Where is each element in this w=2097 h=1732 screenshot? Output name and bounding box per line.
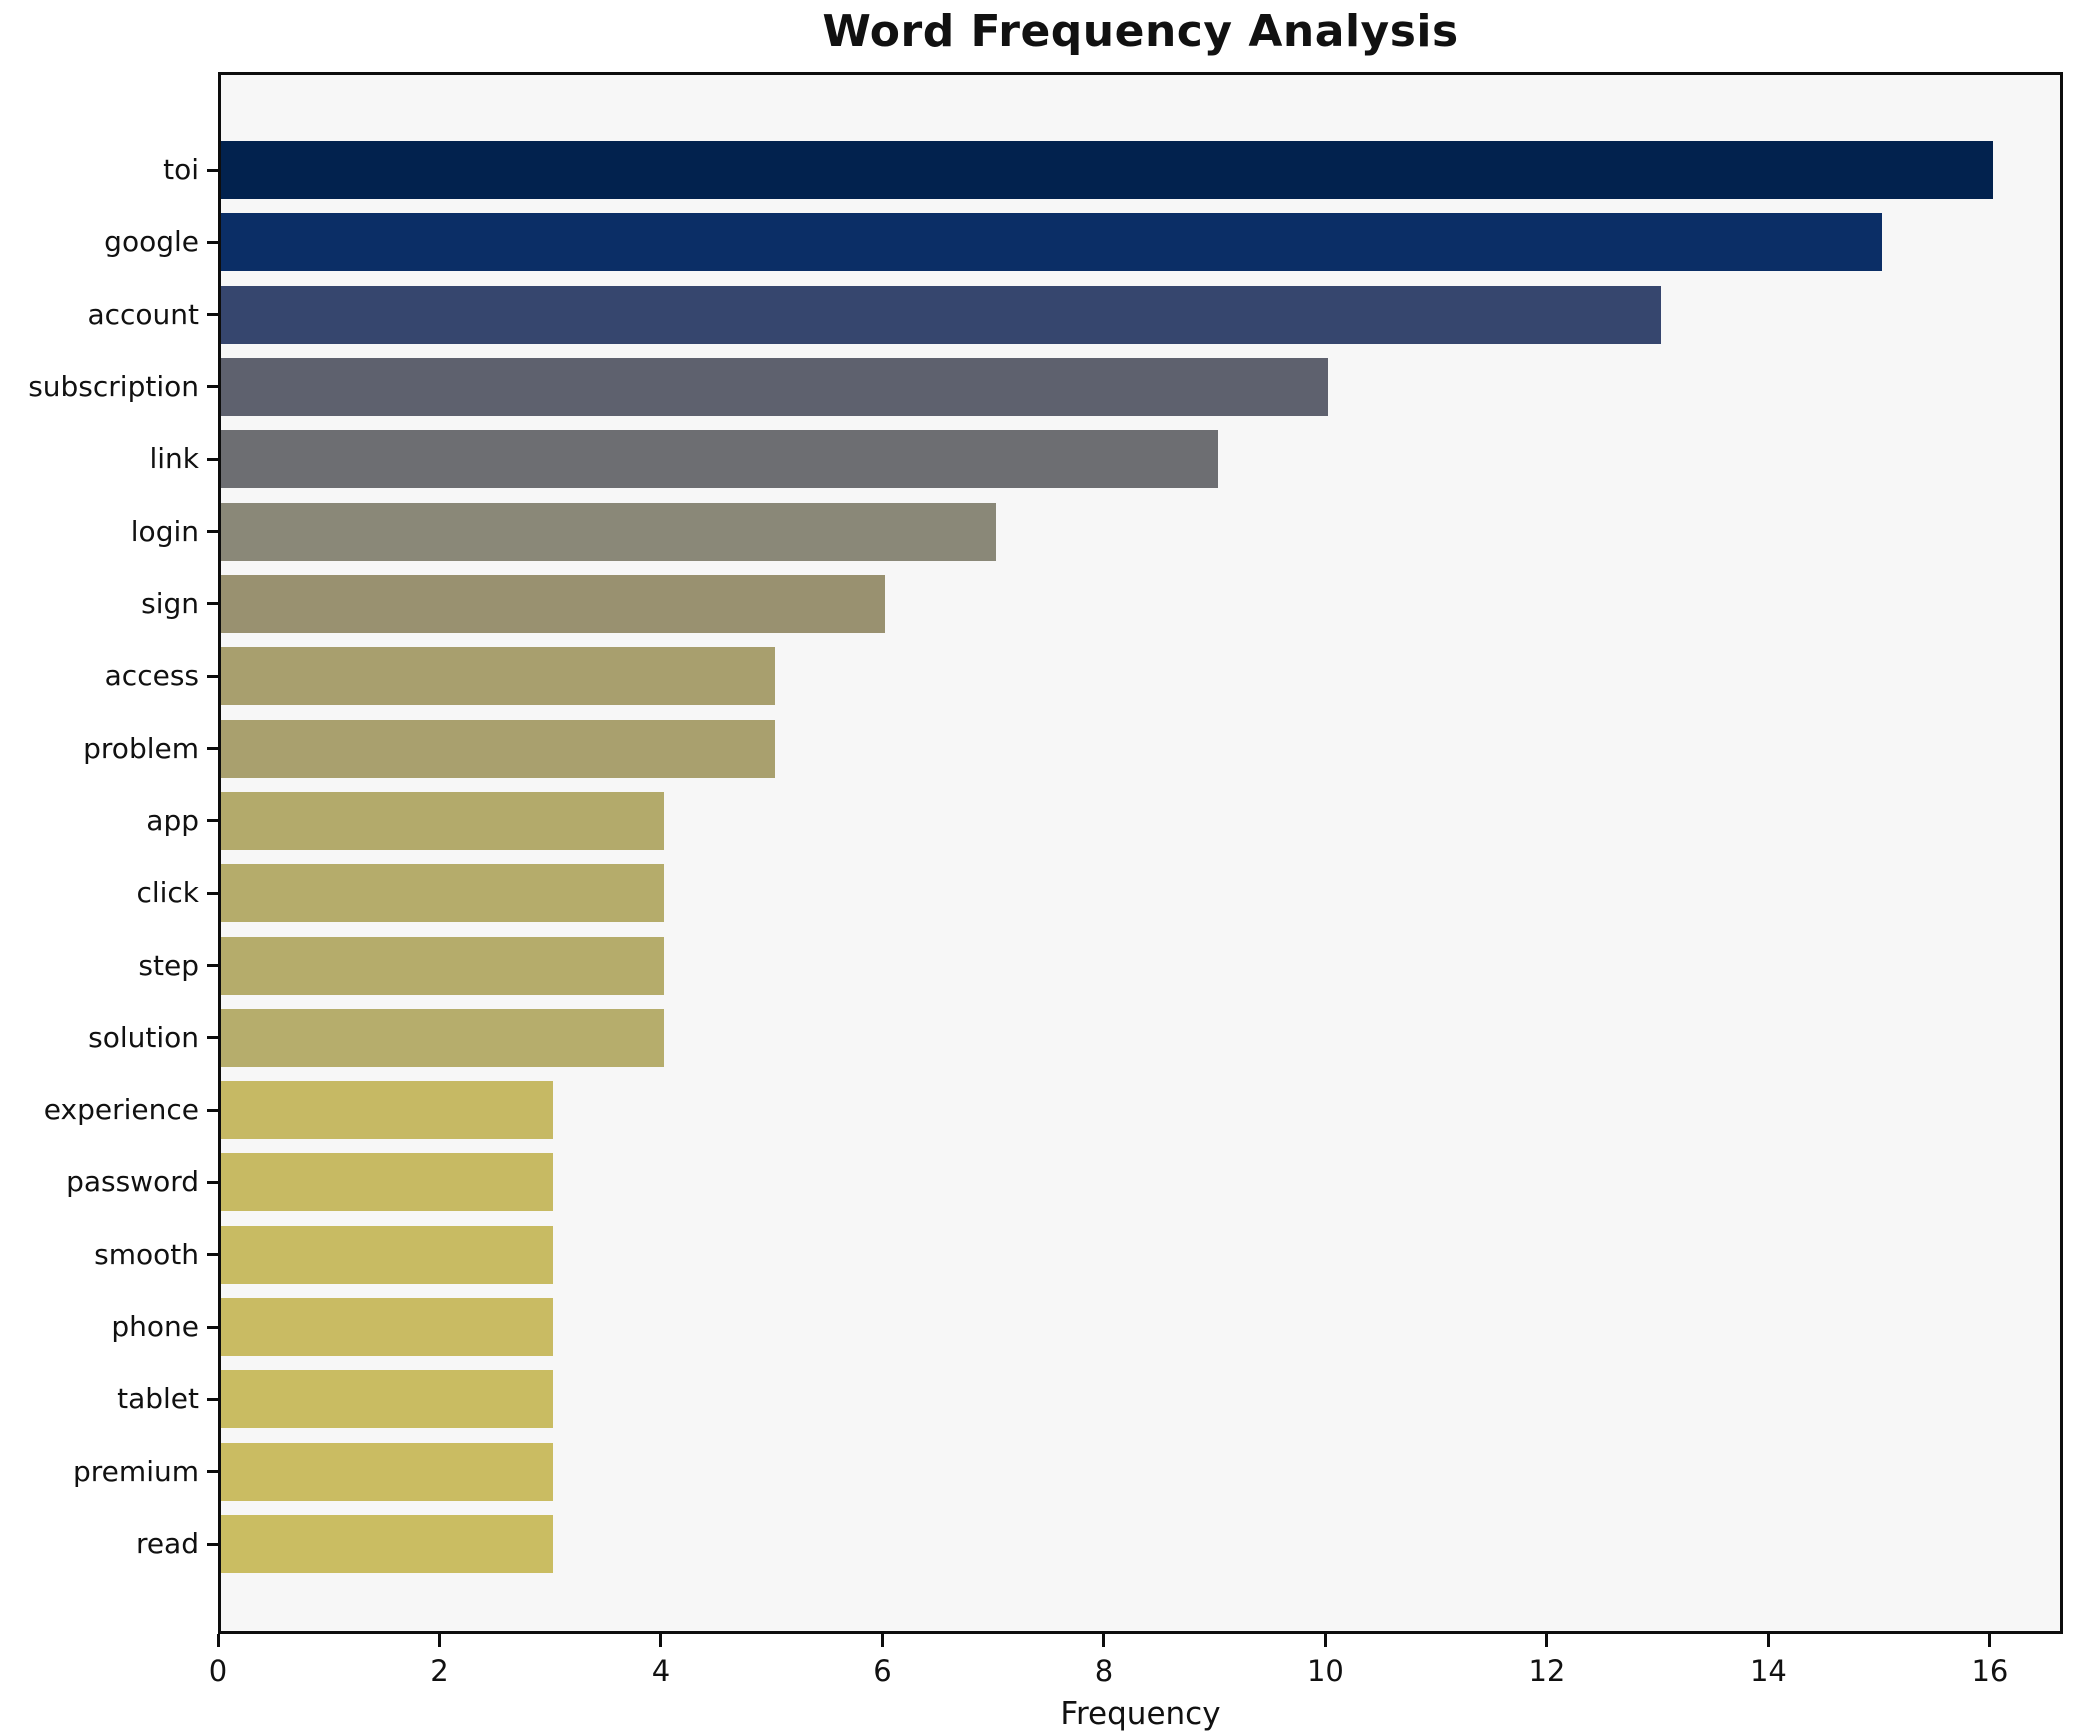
- y-tick-label-problem: problem: [83, 731, 199, 765]
- y-tick-mark: [207, 602, 218, 606]
- x-tick-mark: [880, 1634, 884, 1647]
- x-tick-label-10: 10: [1306, 1654, 1344, 1688]
- y-tick-label-click: click: [136, 876, 199, 910]
- y-tick-mark: [207, 1036, 218, 1040]
- y-tick-label-sign: sign: [141, 586, 199, 620]
- x-tick-mark: [1988, 1634, 1992, 1647]
- bar-link: [221, 430, 1218, 489]
- x-tick-mark: [216, 1634, 220, 1647]
- x-tick-mark: [1545, 1634, 1549, 1647]
- x-tick-label-8: 8: [1094, 1654, 1114, 1688]
- bar-premium: [221, 1442, 554, 1501]
- bar-sign: [221, 574, 886, 633]
- x-tick-label-12: 12: [1528, 1654, 1566, 1688]
- y-tick-mark: [207, 674, 218, 678]
- y-tick-mark: [207, 964, 218, 968]
- bar-read: [221, 1515, 554, 1574]
- y-tick-mark: [207, 457, 218, 461]
- x-tick-label-0: 0: [208, 1654, 228, 1688]
- x-tick-label-2: 2: [430, 1654, 449, 1688]
- x-tick-mark: [659, 1634, 663, 1647]
- bar-step: [221, 936, 664, 995]
- bar-tablet: [221, 1370, 554, 1429]
- bar-access: [221, 647, 775, 706]
- bar-problem: [221, 719, 775, 778]
- bar-account: [221, 285, 1661, 344]
- y-tick-label-link: link: [149, 442, 199, 476]
- y-tick-mark: [207, 819, 218, 823]
- x-tick-label-16: 16: [1971, 1654, 2009, 1688]
- bar-smooth: [221, 1225, 554, 1284]
- y-tick-label-solution: solution: [88, 1020, 199, 1054]
- bar-app: [221, 791, 664, 850]
- y-tick-mark: [207, 747, 218, 751]
- y-tick-mark: [207, 1397, 218, 1401]
- y-tick-label-account: account: [87, 297, 199, 331]
- y-tick-label-phone: phone: [111, 1310, 199, 1344]
- y-tick-label-login: login: [130, 514, 199, 548]
- x-tick-label-6: 6: [873, 1654, 892, 1688]
- y-tick-label-premium: premium: [73, 1454, 199, 1488]
- bar-solution: [221, 1008, 664, 1067]
- x-tick-mark: [1323, 1634, 1327, 1647]
- plot-area: [218, 72, 2063, 1634]
- y-tick-mark: [207, 168, 218, 172]
- y-tick-mark: [207, 1325, 218, 1329]
- y-tick-mark: [207, 1542, 218, 1546]
- y-tick-label-app: app: [146, 803, 199, 837]
- bar-password: [221, 1153, 554, 1212]
- y-tick-mark: [207, 313, 218, 317]
- x-tick-label-14: 14: [1749, 1654, 1787, 1688]
- x-tick-mark: [437, 1634, 441, 1647]
- bar-google: [221, 213, 1883, 272]
- y-tick-label-read: read: [135, 1527, 199, 1561]
- y-tick-mark: [207, 891, 218, 895]
- y-tick-label-toi: toi: [163, 153, 199, 186]
- y-tick-mark: [207, 1108, 218, 1112]
- y-tick-mark: [207, 1470, 218, 1474]
- y-tick-mark: [207, 1253, 218, 1257]
- y-tick-mark: [207, 1180, 218, 1184]
- bar-login: [221, 502, 997, 561]
- y-tick-label-subscription: subscription: [28, 369, 199, 403]
- y-tick-mark: [207, 385, 218, 389]
- x-tick-label-4: 4: [651, 1654, 671, 1688]
- x-tick-mark: [1102, 1634, 1106, 1647]
- y-tick-label-google: google: [104, 225, 199, 259]
- bar-phone: [221, 1298, 554, 1357]
- y-tick-label-tablet: tablet: [117, 1382, 199, 1416]
- y-tick-label-experience: experience: [43, 1093, 199, 1127]
- bar-experience: [221, 1081, 554, 1140]
- y-tick-label-smooth: smooth: [94, 1237, 199, 1271]
- bar-subscription: [221, 357, 1329, 416]
- chart-title: Word Frequency Analysis: [822, 6, 1459, 57]
- y-tick-label-access: access: [104, 659, 199, 693]
- y-tick-label-step: step: [138, 948, 199, 982]
- x-tick-mark: [1766, 1634, 1770, 1647]
- bar-toi: [221, 141, 1993, 199]
- y-tick-mark: [207, 530, 218, 534]
- y-tick-label-password: password: [66, 1165, 199, 1199]
- bar-click: [221, 864, 664, 923]
- y-tick-mark: [207, 240, 218, 244]
- x-axis-title: Frequency: [1060, 1696, 1221, 1732]
